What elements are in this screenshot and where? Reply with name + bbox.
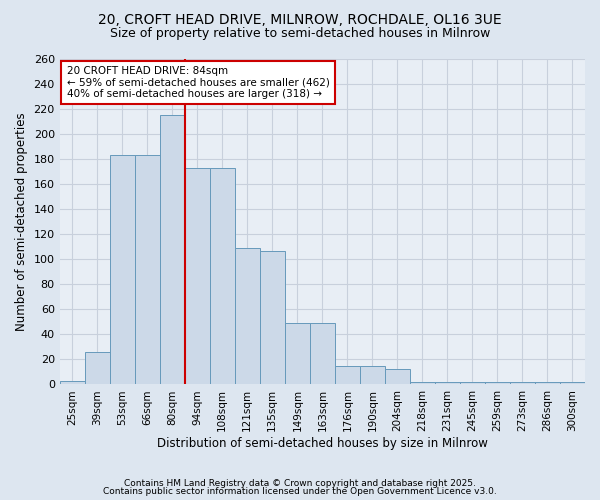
Bar [460,382,485,384]
Bar [135,156,160,384]
Bar [285,323,310,384]
X-axis label: Distribution of semi-detached houses by size in Milnrow: Distribution of semi-detached houses by … [157,437,488,450]
Bar [560,382,585,384]
Bar [235,248,260,384]
Bar [85,352,110,384]
Bar [110,156,135,384]
Text: Contains HM Land Registry data © Crown copyright and database right 2025.: Contains HM Land Registry data © Crown c… [124,478,476,488]
Y-axis label: Number of semi-detached properties: Number of semi-detached properties [15,112,28,331]
Bar [435,382,460,384]
Text: Size of property relative to semi-detached houses in Milnrow: Size of property relative to semi-detach… [110,28,490,40]
Bar [59,380,85,384]
Bar [360,366,385,384]
Text: 20 CROFT HEAD DRIVE: 84sqm
← 59% of semi-detached houses are smaller (462)
40% o: 20 CROFT HEAD DRIVE: 84sqm ← 59% of semi… [67,66,329,99]
Bar [485,382,510,384]
Bar [160,116,185,384]
Bar [335,366,360,384]
Text: 20, CROFT HEAD DRIVE, MILNROW, ROCHDALE, OL16 3UE: 20, CROFT HEAD DRIVE, MILNROW, ROCHDALE,… [98,12,502,26]
Text: Contains public sector information licensed under the Open Government Licence v3: Contains public sector information licen… [103,487,497,496]
Bar [310,323,335,384]
Bar [535,382,560,384]
Bar [410,382,435,384]
Bar [185,168,210,384]
Bar [210,168,235,384]
Bar [260,250,285,384]
Bar [510,382,535,384]
Bar [385,370,410,384]
